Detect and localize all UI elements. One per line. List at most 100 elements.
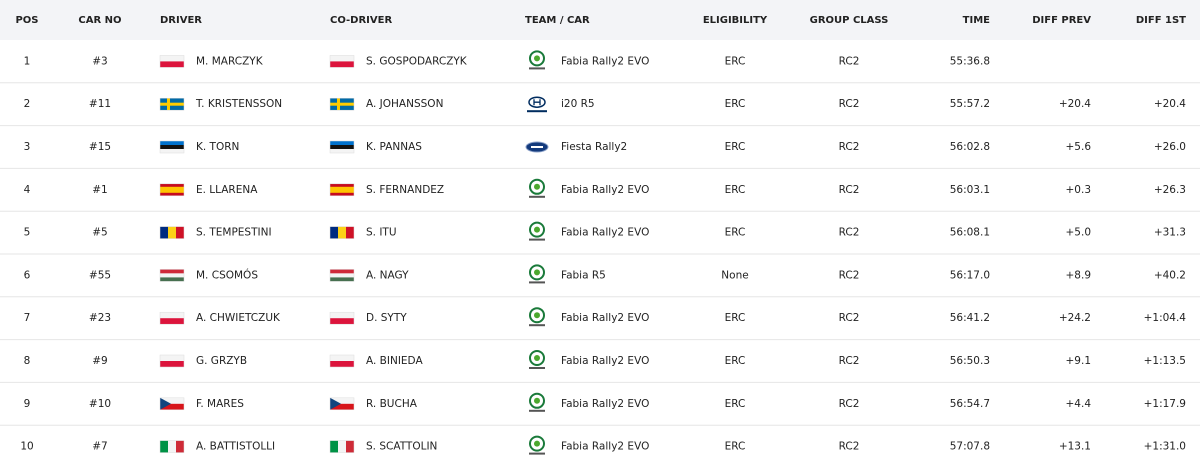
cell-time: 56:50.3 xyxy=(950,355,990,367)
cell-eligibility: ERC xyxy=(725,141,746,153)
flag-border xyxy=(329,354,355,368)
flag-part xyxy=(330,186,354,193)
cell-co-driver: A. NAGY xyxy=(366,269,409,281)
flag-part xyxy=(330,102,354,106)
cell-car: Fabia Rally2 EVO xyxy=(561,312,649,324)
cell-group-class: RC2 xyxy=(839,227,860,239)
flag-border xyxy=(329,397,355,411)
flag-part xyxy=(330,397,341,410)
cell-car-no: #5 xyxy=(92,227,107,239)
cell-driver: A. CHWIETCZUK xyxy=(196,312,281,324)
flag-part xyxy=(330,141,354,145)
flag xyxy=(329,354,355,368)
cell-car: Fabia Rally2 EVO xyxy=(561,227,649,239)
cell-eligibility: ERC xyxy=(725,398,746,410)
column-header: CAR NO xyxy=(78,15,121,26)
flag xyxy=(329,269,355,282)
cell-group-class: RC2 xyxy=(839,269,860,281)
column-header: GROUP CLASS xyxy=(810,15,889,26)
flag-part xyxy=(330,361,354,367)
cell-eligibility: ERC xyxy=(725,227,746,239)
cell-diff-1st: +40.2 xyxy=(1154,269,1186,281)
cell-eligibility: ERC xyxy=(725,184,746,196)
flag-part xyxy=(160,102,184,106)
skoda-logo-inner xyxy=(534,55,540,62)
flag xyxy=(159,311,185,325)
cell-driver: T. KRISTENSSON xyxy=(195,98,282,110)
cell-diff-1st: +1:31.0 xyxy=(1144,441,1186,453)
skoda-logo-inner xyxy=(534,312,540,319)
flag-border xyxy=(329,440,355,453)
cell-diff-prev: +8.9 xyxy=(1066,269,1092,281)
flag-part xyxy=(330,55,354,62)
cell-diff-prev: +24.2 xyxy=(1059,312,1091,324)
cell-car: Fabia Rally2 EVO xyxy=(561,184,649,196)
cell-group-class: RC2 xyxy=(839,398,860,410)
flag-border xyxy=(159,311,185,325)
skoda-logo-inner xyxy=(534,397,540,404)
cell-group-class: RC2 xyxy=(839,55,860,67)
flag-border xyxy=(159,269,185,282)
flag-part xyxy=(160,361,184,367)
header-bg xyxy=(0,0,1200,40)
flag-part xyxy=(160,149,184,153)
cell-pos: 9 xyxy=(24,398,31,410)
cell-car-no: #3 xyxy=(92,55,107,67)
flag-border xyxy=(329,183,355,197)
cell-co-driver: D. SYTY xyxy=(366,312,407,324)
flag-part xyxy=(160,145,184,149)
flag-part xyxy=(160,397,171,410)
cell-group-class: RC2 xyxy=(839,355,860,367)
flag-part xyxy=(338,226,346,239)
flag-part xyxy=(346,226,354,239)
flag-part xyxy=(160,273,184,278)
hyundai-wordmark xyxy=(527,110,547,113)
hyundai-h xyxy=(533,99,541,106)
hyundai-logo xyxy=(528,96,546,108)
flag xyxy=(329,140,355,154)
cell-eligibility: None xyxy=(721,269,748,281)
flag xyxy=(159,354,185,368)
flag-part xyxy=(330,61,354,68)
flag-border xyxy=(159,140,185,154)
cell-time: 55:36.8 xyxy=(950,55,990,67)
flag-part xyxy=(330,226,338,239)
flag xyxy=(159,397,185,411)
flag-border xyxy=(159,397,185,411)
column-header: POS xyxy=(15,15,38,26)
skoda-wordmark xyxy=(529,67,545,70)
cell-diff-1st: +26.3 xyxy=(1154,184,1186,196)
cell-diff-prev: +20.4 xyxy=(1059,98,1091,110)
cell-diff-1st: +1:13.5 xyxy=(1144,355,1186,367)
cell-pos: 7 xyxy=(24,312,31,324)
column-header: DRIVER xyxy=(160,15,202,26)
cell-car-no: #55 xyxy=(89,269,111,281)
flag-border xyxy=(159,440,185,453)
skoda-logo-inner xyxy=(534,269,540,276)
skoda-logo-inner xyxy=(534,183,540,190)
cell-pos: 5 xyxy=(24,227,31,239)
flag xyxy=(329,311,355,325)
cell-driver: S. TEMPESTINI xyxy=(196,227,272,239)
cell-driver: E. LLARENA xyxy=(196,184,258,196)
flag-part xyxy=(330,397,354,404)
flag-part xyxy=(160,277,184,282)
ford-script xyxy=(531,146,543,148)
cell-car-no: #9 xyxy=(92,355,107,367)
flag-border xyxy=(329,97,355,111)
cell-car: Fabia Rally2 EVO xyxy=(561,55,649,67)
cell-group-class: RC2 xyxy=(839,141,860,153)
cell-diff-prev: +13.1 xyxy=(1059,441,1091,453)
cell-diff-1st: +1:04.4 xyxy=(1144,312,1187,324)
cell-eligibility: ERC xyxy=(725,355,746,367)
cell-diff-prev: +5.0 xyxy=(1066,227,1092,239)
cell-pos: 10 xyxy=(20,441,33,453)
skoda-wordmark xyxy=(529,195,545,198)
cell-co-driver: S. ITU xyxy=(366,227,397,239)
column-header: DIFF 1ST xyxy=(1136,15,1186,26)
flag xyxy=(329,97,355,111)
cell-diff-1st: +1:17.9 xyxy=(1144,398,1186,410)
cell-driver: M. MARCZYK xyxy=(196,55,264,67)
flag-border xyxy=(159,183,185,197)
flag-part xyxy=(160,55,184,62)
